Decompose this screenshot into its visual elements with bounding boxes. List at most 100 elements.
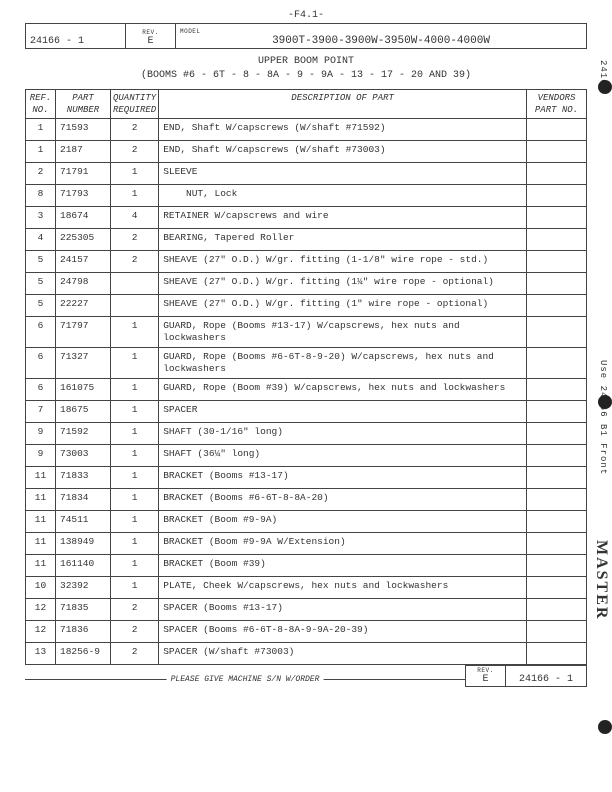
cell-desc: SPACER (W/shaft #73003) [159, 643, 527, 665]
cell-part: 24157 [56, 251, 111, 273]
cell-desc: BRACKET (Booms #13-17) [159, 467, 527, 489]
cell-vend [527, 445, 587, 467]
cell-part: 18675 [56, 401, 111, 423]
table-row: 8717931 NUT, Lock [26, 185, 587, 207]
cell-qty: 4 [111, 207, 159, 229]
cell-part: 18674 [56, 207, 111, 229]
cell-vend [527, 163, 587, 185]
table-row: 9730031SHAFT (36¼" long) [26, 445, 587, 467]
table-row: 524798SHEAVE (27" O.D.) W/gr. fitting (1… [26, 273, 587, 295]
cell-part: 225305 [56, 229, 111, 251]
cell-vend [527, 141, 587, 163]
cell-ref: 12 [26, 599, 56, 621]
cell-part: 138949 [56, 533, 111, 555]
cell-part: 71835 [56, 599, 111, 621]
col-header-part: PART NUMBER [56, 90, 111, 119]
cell-part: 32392 [56, 577, 111, 599]
cell-ref: 4 [26, 229, 56, 251]
cell-vend [527, 207, 587, 229]
cell-vend [527, 489, 587, 511]
cell-desc: SPACER (Booms #6-6T-8-8A-9-9A-20-39) [159, 621, 527, 643]
cell-vend [527, 251, 587, 273]
cell-part: 71833 [56, 467, 111, 489]
header-rev-value: E [130, 36, 171, 47]
cell-desc: END, Shaft W/capscrews (W/shaft #71592) [159, 119, 527, 141]
table-row: 111389491BRACKET (Boom #9-9A W/Extension… [26, 533, 587, 555]
cell-ref: 11 [26, 489, 56, 511]
cell-part: 74511 [56, 511, 111, 533]
table-row: 61610751GUARD, Rope (Boom #39) W/capscre… [26, 379, 587, 401]
cell-part: 161075 [56, 379, 111, 401]
cell-vend [527, 401, 587, 423]
cell-ref: 6 [26, 317, 56, 348]
cell-vend [527, 511, 587, 533]
header-rev-label: REV. [130, 29, 171, 36]
cell-vend [527, 273, 587, 295]
cell-ref: 2 [26, 163, 56, 185]
cell-qty: 1 [111, 348, 159, 379]
bottom-bar: PLEASE GIVE MACHINE S/N W/ORDER REV. E 2… [25, 665, 587, 687]
cell-qty: 2 [111, 621, 159, 643]
table-row: 9715921SHAFT (30-1/16" long) [26, 423, 587, 445]
cell-ref: 11 [26, 555, 56, 577]
bottom-rev-cell: REV. E [466, 666, 506, 686]
cell-qty: 2 [111, 141, 159, 163]
cell-desc: BRACKET (Booms #6-6T-8-8A-20) [159, 489, 527, 511]
parts-table: REF. NO. PART NUMBER QUANTITY REQUIRED D… [25, 89, 587, 665]
cell-vend [527, 533, 587, 555]
cell-ref: 1 [26, 141, 56, 163]
cell-part: 71593 [56, 119, 111, 141]
bottom-doc-value: 24166 - 1 [511, 674, 581, 685]
cell-vend [527, 379, 587, 401]
cell-part: 73003 [56, 445, 111, 467]
cell-desc: SHEAVE (27" O.D.) W/gr. fitting (1-1/8" … [159, 251, 527, 273]
table-row: 6717971GUARD, Rope (Booms #13-17) W/caps… [26, 317, 587, 348]
cell-qty [111, 295, 159, 317]
punch-hole-icon [598, 395, 612, 409]
cell-part: 71793 [56, 185, 111, 207]
cell-ref: 1 [26, 119, 56, 141]
table-row: 42253052BEARING, Tapered Roller [26, 229, 587, 251]
table-row: 522227SHEAVE (27" O.D.) W/gr. fitting (1… [26, 295, 587, 317]
table-row: 5241572SHEAVE (27" O.D.) W/gr. fitting (… [26, 251, 587, 273]
cell-desc: GUARD, Rope (Booms #6-6T-8-9-20) W/capsc… [159, 348, 527, 379]
header-rev-cell: REV. E [126, 24, 176, 48]
cell-qty: 1 [111, 163, 159, 185]
cell-qty [111, 273, 159, 295]
cell-vend [527, 599, 587, 621]
cell-vend [527, 295, 587, 317]
cell-qty: 1 [111, 489, 159, 511]
bottom-rev-value: E [471, 674, 500, 685]
table-row: 1715932END, Shaft W/capscrews (W/shaft #… [26, 119, 587, 141]
cell-qty: 2 [111, 119, 159, 141]
cell-desc: BRACKET (Boom #9-9A W/Extension) [159, 533, 527, 555]
cell-desc: SPACER (Booms #13-17) [159, 599, 527, 621]
cell-qty: 2 [111, 229, 159, 251]
cell-vend [527, 185, 587, 207]
punch-hole-icon [598, 720, 612, 734]
cell-ref: 5 [26, 295, 56, 317]
title-block: UPPER BOOM POINT (BOOMS #6 - 6T - 8 - 8A… [25, 55, 587, 83]
cell-ref: 12 [26, 621, 56, 643]
cell-qty: 2 [111, 599, 159, 621]
side-label-2: Use 24166 B1 Front [598, 360, 608, 475]
cell-qty: 2 [111, 643, 159, 665]
cell-ref: 9 [26, 423, 56, 445]
table-body: 1715932END, Shaft W/capscrews (W/shaft #… [26, 119, 587, 665]
bottom-doc-cell: 24166 - 1 [506, 666, 586, 686]
cell-desc: RETAINER W/capscrews and wire [159, 207, 527, 229]
table-row: 12718352SPACER (Booms #13-17) [26, 599, 587, 621]
cell-qty: 2 [111, 251, 159, 273]
table-row: 11718331BRACKET (Booms #13-17) [26, 467, 587, 489]
cell-part: 161140 [56, 555, 111, 577]
side-master-label: MASTER [592, 540, 610, 620]
cell-desc: SLEEVE [159, 163, 527, 185]
cell-vend [527, 467, 587, 489]
cell-ref: 6 [26, 379, 56, 401]
cell-vend [527, 348, 587, 379]
page-code-top: -F4.1- [25, 10, 587, 21]
cell-part: 71836 [56, 621, 111, 643]
table-row: 3186744RETAINER W/capscrews and wire [26, 207, 587, 229]
cell-part: 24798 [56, 273, 111, 295]
cell-desc: BRACKET (Boom #39) [159, 555, 527, 577]
